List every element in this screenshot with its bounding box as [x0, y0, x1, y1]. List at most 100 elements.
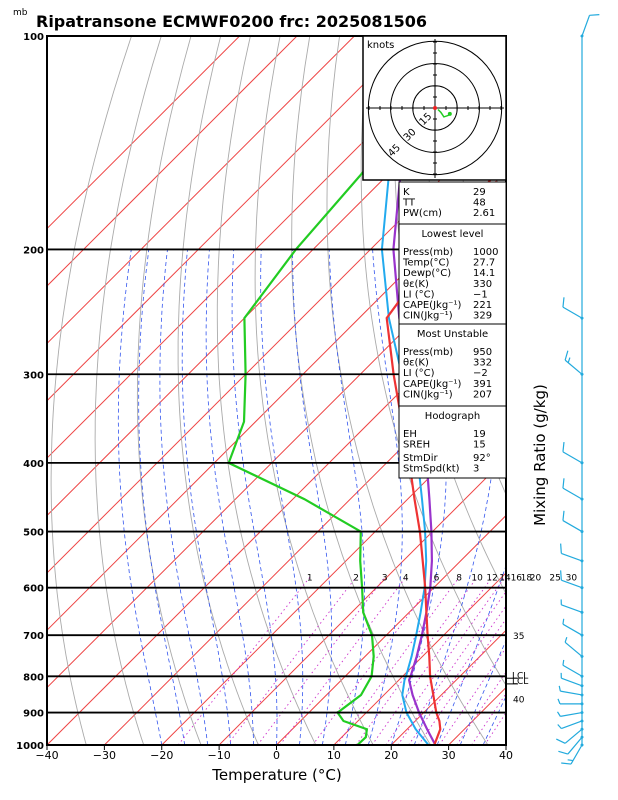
dry-adiabat-line: [487, 36, 506, 237]
index-label: EH: [403, 429, 417, 440]
mixing-ratio-line: [397, 590, 506, 745]
wind-barb-half: [564, 636, 568, 643]
wind-barb-staff: [564, 641, 583, 657]
mixing-ratio-label: 3: [382, 573, 388, 583]
wind-barb: [560, 570, 584, 590]
wind-barb: [562, 442, 584, 465]
isotherm-line: [47, 36, 413, 402]
index-value: 27.7: [473, 258, 495, 269]
dry-adiabat-line: [326, 36, 489, 745]
mixing-ratio-label: 12: [486, 573, 497, 583]
wind-barb-staff: [561, 677, 583, 687]
x-axis-label: Temperature (°C): [211, 766, 341, 784]
wind-barb: [562, 478, 584, 501]
wind-barb-half: [562, 618, 565, 625]
wind-barb: [562, 618, 584, 637]
mixing-ratio-line: [279, 577, 407, 745]
index-value: 92°: [473, 453, 491, 464]
mixing-ratio-label: 4: [403, 573, 409, 583]
wind-barb: [562, 297, 584, 320]
index-value: 1000: [473, 247, 498, 258]
pressure-tick-label: 800: [23, 672, 44, 683]
index-value: 332: [473, 358, 492, 369]
index-value: 19: [473, 429, 486, 440]
dry-adiabat-line: [216, 36, 317, 745]
mixing-ratio-label: 6: [434, 573, 440, 583]
index-value: 950: [473, 347, 492, 358]
wind-barb: [557, 698, 584, 706]
wind-barb-full: [589, 14, 600, 16]
pressure-tick-label: 700: [23, 631, 44, 642]
wind-barb-staff: [560, 711, 583, 717]
wind-barb-staff: [564, 359, 583, 375]
pressure-tick-label: 200: [23, 245, 44, 256]
moist-adiabat-line: [117, 249, 163, 745]
axis-tick-labels: −40 −30 −20 −10 0 10 20 30 40: [35, 745, 513, 762]
hodograph-indices-box: [398, 405, 507, 479]
moist-adiabat-line: [367, 249, 403, 745]
wind-barb: [556, 711, 584, 717]
wind-barb-column: [556, 14, 600, 765]
mixing-ratio-label: 25: [549, 573, 560, 583]
wind-barb: [558, 735, 584, 755]
index-value: 221: [473, 300, 492, 311]
pressure-tick-label: 400: [23, 459, 44, 470]
wind-barb-staff: [561, 552, 583, 562]
mixing-ratio-label-40: 40: [513, 696, 525, 706]
mixing-ratio-label-35: 35: [513, 632, 524, 642]
wind-barb-staff: [562, 451, 583, 464]
index-label: CAPE(Jkg⁻¹): [403, 300, 461, 311]
wind-barb-full: [556, 738, 566, 744]
dry-adiabat-line: [254, 36, 374, 745]
wind-barb-full: [561, 762, 572, 765]
x-tick-label: 10: [327, 749, 341, 762]
wind-barb: [580, 14, 600, 38]
wind-barb: [564, 350, 584, 376]
wind-barb-full: [560, 543, 562, 554]
wind-barb-half: [567, 759, 574, 762]
hodograph-end-point: [447, 111, 452, 116]
wind-barb-half: [557, 724, 562, 729]
mixing-ratio-line: [355, 577, 478, 745]
wind-barb: [562, 510, 584, 534]
wind-barb: [558, 685, 584, 697]
index-label: θε(K): [403, 358, 429, 369]
isotherm-line: [47, 36, 240, 230]
mixing-ratio-line: [257, 577, 386, 745]
dry-adiabat-line: [577, 36, 618, 745]
isotherm-line: [47, 36, 355, 345]
mixing-ratio-label: 16: [511, 573, 523, 583]
mixing-ratio-line: [484, 712, 506, 745]
index-label: TT: [402, 198, 416, 209]
lowest-level-box: [398, 223, 507, 325]
right-axis-label: Mixing Ratio (g/kg): [531, 384, 549, 526]
pressure-tick-label: 600: [23, 584, 44, 595]
index-value: 391: [473, 379, 492, 390]
isotherm-line: [47, 170, 506, 631]
pressure-tick-label: 100: [23, 32, 44, 43]
wind-barb-staff: [562, 664, 583, 677]
lcl-label: LCL: [512, 671, 528, 681]
x-tick-label: 40: [499, 749, 513, 762]
index-value: 330: [473, 279, 492, 290]
index-value: 3: [473, 464, 479, 475]
moist-adiabat-line: [181, 249, 231, 745]
isotherm-line: [333, 572, 506, 745]
virtual-temperature-profile: [380, 36, 436, 745]
wind-barb: [560, 672, 584, 688]
dry-adiabat-line: [548, 36, 618, 745]
index-value: 29: [473, 187, 486, 198]
index-label: Temp(°C): [402, 258, 450, 269]
index-value: 14.1: [473, 268, 495, 279]
isotherm-line: [47, 227, 506, 689]
mixing-ratio-label: 18: [521, 573, 533, 583]
index-value: 329: [473, 311, 492, 322]
dry-adiabat-line: [94, 36, 162, 745]
dry-adiabat-line: [360, 36, 506, 687]
mixing-ratio-line: [312, 577, 437, 745]
index-value: 15: [473, 440, 486, 451]
wind-barb: [560, 543, 584, 563]
pressure-unit-label: mb: [13, 8, 28, 18]
wind-barb: [557, 719, 584, 730]
wind-barb: [556, 727, 584, 744]
